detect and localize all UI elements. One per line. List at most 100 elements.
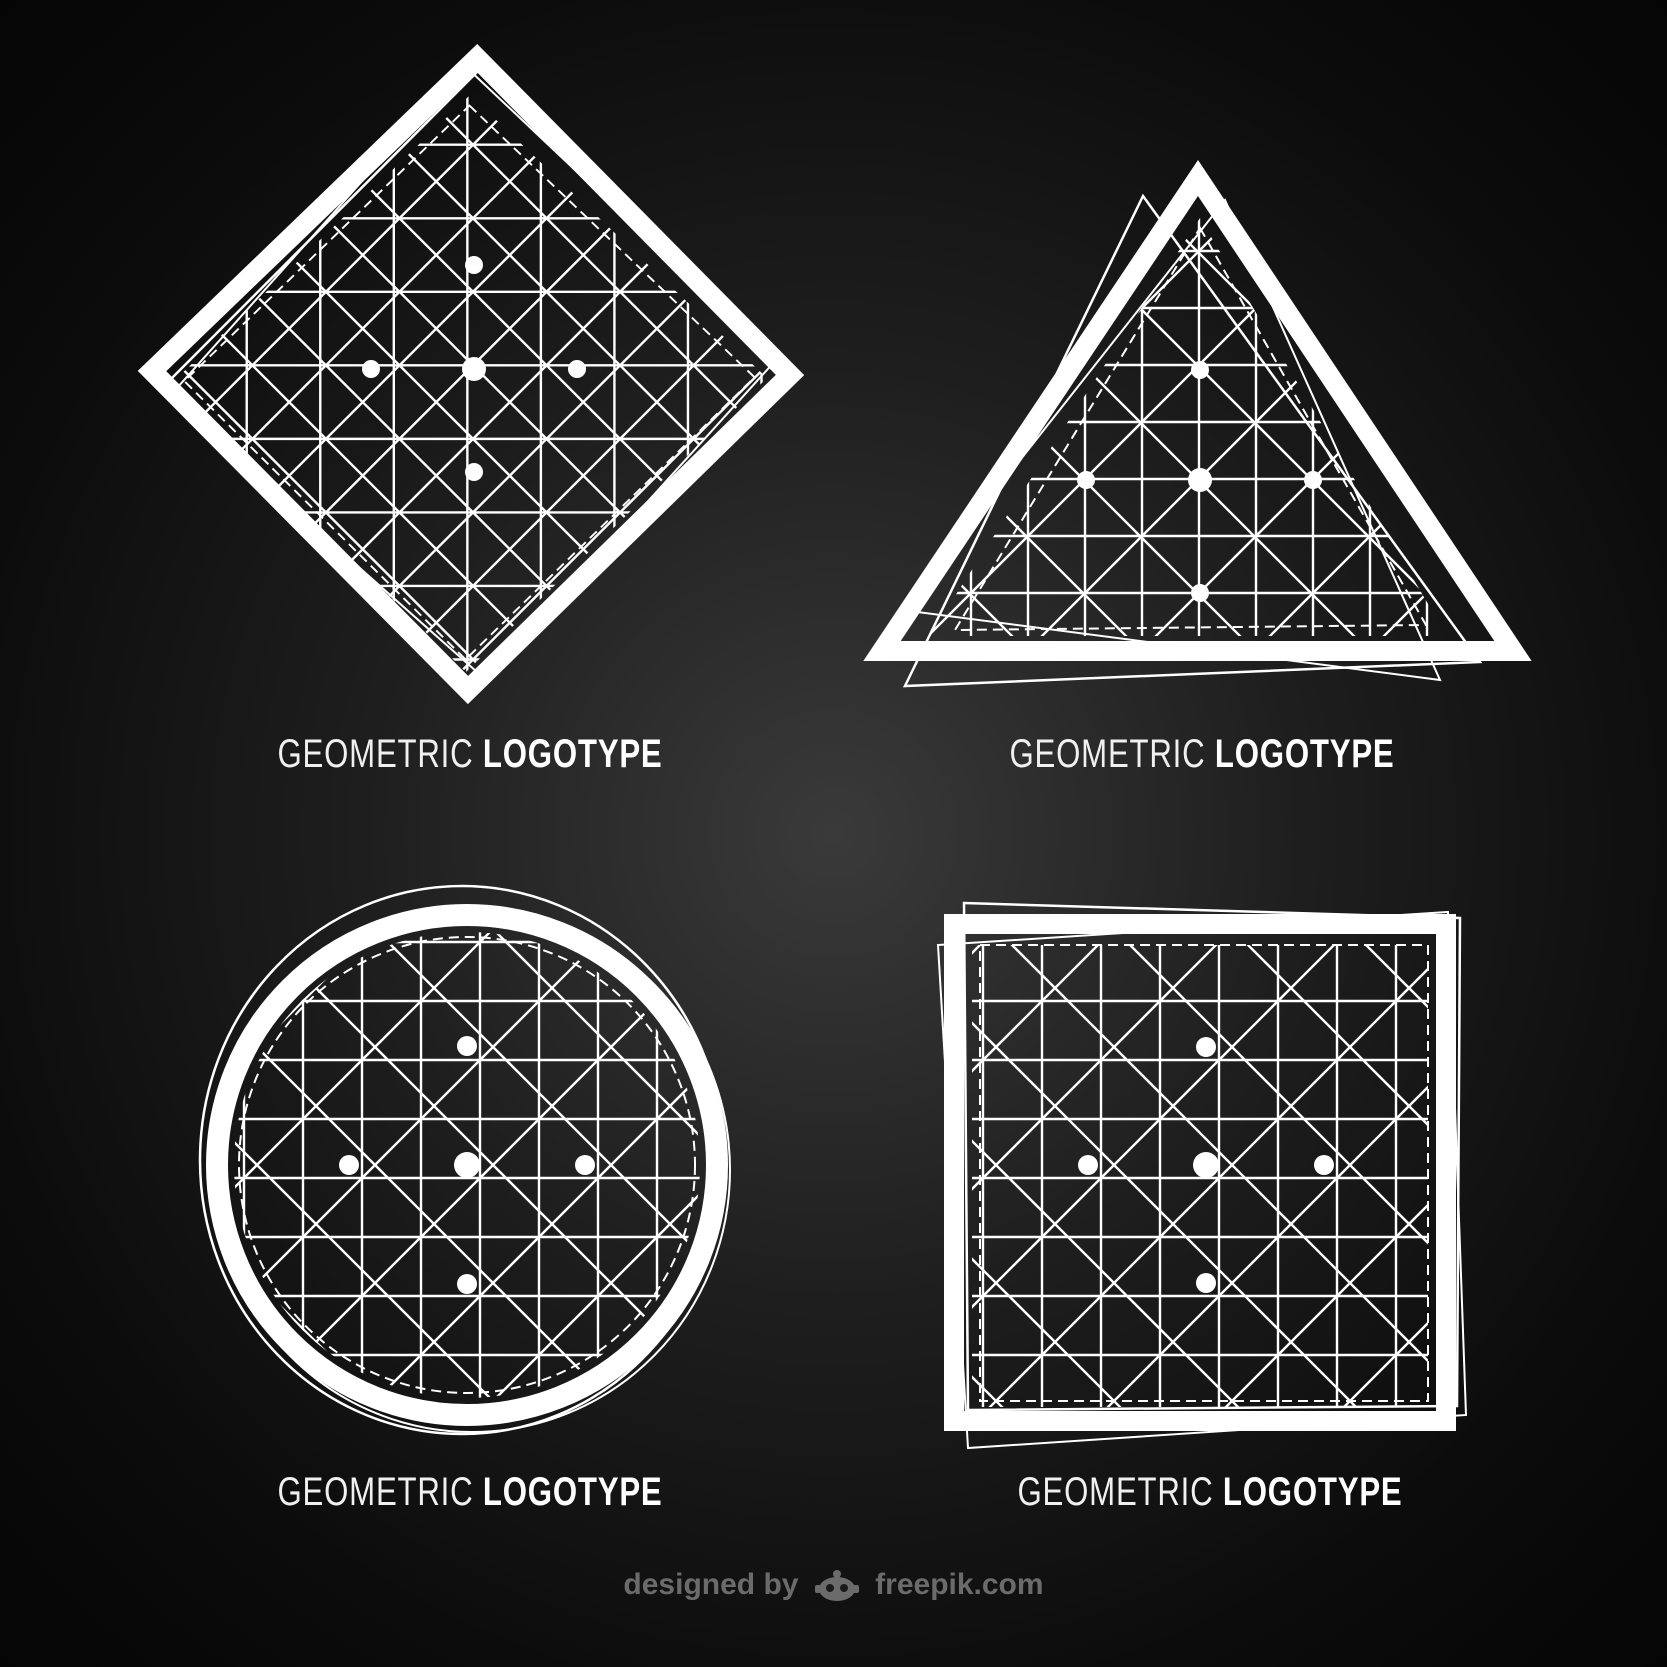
grid-line — [234, 932, 700, 1398]
grid-line — [1596, 80, 1667, 880]
grid-line — [1482, 80, 1667, 880]
credit-site: freepik.com — [875, 1568, 1044, 1601]
grid-line — [0, 0, 694, 592]
node-dot — [1078, 1155, 1098, 1175]
circle-logo-caption: GEOMETRIC LOGOTYPE — [236, 1470, 704, 1515]
caption-light: GEOMETRIC — [1017, 1470, 1214, 1514]
grid-line — [1106, 1085, 1428, 1407]
grid-line — [972, 945, 1218, 1191]
grid-line — [1540, 765, 1667, 1565]
caption-bold: LOGOTYPE — [1222, 1470, 1403, 1514]
caption-bold: LOGOTYPE — [482, 732, 663, 776]
grid-line — [988, 967, 1428, 1407]
caption-bold: LOGOTYPE — [1214, 732, 1395, 776]
grid-line — [1596, 80, 1667, 880]
grid-line — [234, 932, 700, 1398]
grid-line — [0, 0, 473, 371]
caption-light: GEOMETRIC — [277, 732, 474, 776]
grid-line — [1224, 1203, 1428, 1407]
diamond-logo-caption: GEOMETRIC LOGOTYPE — [236, 732, 704, 777]
grid-line — [173, 180, 664, 672]
grid-line — [472, 95, 767, 372]
grid-line — [173, 107, 737, 672]
grid-line — [173, 437, 767, 441]
grid-line — [0, 0, 473, 371]
grid-line — [173, 95, 474, 372]
grid-line — [173, 290, 767, 294]
node-dot — [465, 256, 483, 274]
grid-line — [1342, 1321, 1428, 1407]
freepik-mascot-icon — [814, 1570, 859, 1602]
freepik-credit: designed by freepik.com — [0, 1568, 1667, 1603]
node-dot — [1314, 1155, 1334, 1175]
grid-line — [288, 95, 767, 556]
grid-line — [1304, 765, 1667, 1565]
grid-line — [446, 932, 700, 1398]
node-dot — [1191, 584, 1209, 602]
grid-line — [234, 932, 658, 1398]
grid-line — [173, 364, 767, 367]
square-grid — [6, 765, 1667, 1565]
grid-line — [173, 143, 701, 672]
grid-line — [1482, 80, 1667, 880]
grid-line — [0, 765, 185, 1565]
grid-line — [0, 765, 67, 1565]
grid-line — [1364, 945, 1428, 1009]
credit-designed-by: designed by — [623, 1568, 799, 1601]
grid-line — [0, 765, 67, 1565]
circle-logo — [0, 765, 731, 1565]
grid-line — [234, 932, 700, 1398]
caption-light: GEOMETRIC — [277, 1470, 474, 1514]
grid-line — [173, 95, 695, 593]
node-dot — [457, 1274, 477, 1294]
node-dot — [575, 1155, 595, 1175]
grid-line — [466, 95, 469, 672]
grid-line — [6, 765, 806, 1565]
grid-line — [251, 95, 767, 593]
circle-grid — [0, 765, 700, 1565]
grid-line — [173, 217, 627, 672]
node-dot — [457, 1036, 477, 1056]
node-dot — [568, 360, 586, 378]
grid-line — [319, 217, 767, 672]
grid-line — [1246, 945, 1428, 1127]
grid-line — [972, 945, 1336, 1309]
grid-line — [0, 0, 694, 592]
node-dot — [462, 357, 486, 381]
node-dot — [1304, 471, 1322, 489]
node-dot — [1188, 468, 1212, 492]
grid-line — [315, 213, 1503, 1401]
grid-line — [435, 95, 767, 409]
node-dot — [1196, 1037, 1216, 1057]
grid-line — [282, 180, 767, 672]
grid-line — [173, 95, 511, 409]
node-dot — [465, 463, 483, 481]
square-logo — [6, 765, 1667, 1565]
grid-line — [315, 213, 1503, 1401]
grid-line — [0, 765, 185, 1565]
grid-line — [209, 107, 767, 672]
grid-line — [234, 932, 700, 1398]
node-dot — [1193, 1152, 1219, 1178]
node-dot — [1191, 361, 1209, 379]
grid-line — [466, 364, 767, 672]
grid-line — [6, 765, 806, 1565]
grid-line — [1128, 945, 1428, 1245]
node-dot — [362, 360, 380, 378]
square-logo-caption: GEOMETRIC LOGOTYPE — [976, 1470, 1444, 1515]
grid-line — [446, 932, 700, 1398]
caption-light: GEOMETRIC — [1009, 732, 1206, 776]
node-dot — [1077, 471, 1095, 489]
grid-line — [1304, 765, 1667, 1565]
grid-line — [392, 290, 767, 672]
caption-bold: LOGOTYPE — [482, 1470, 663, 1514]
triangle-logo-caption: GEOMETRIC LOGOTYPE — [968, 732, 1436, 777]
grid-line — [173, 95, 658, 556]
node-dot — [454, 1152, 480, 1178]
grid-line — [173, 95, 732, 630]
node-dot — [1196, 1273, 1216, 1293]
grid-line — [234, 932, 658, 1398]
grid-line — [1540, 765, 1667, 1565]
node-dot — [339, 1155, 359, 1175]
